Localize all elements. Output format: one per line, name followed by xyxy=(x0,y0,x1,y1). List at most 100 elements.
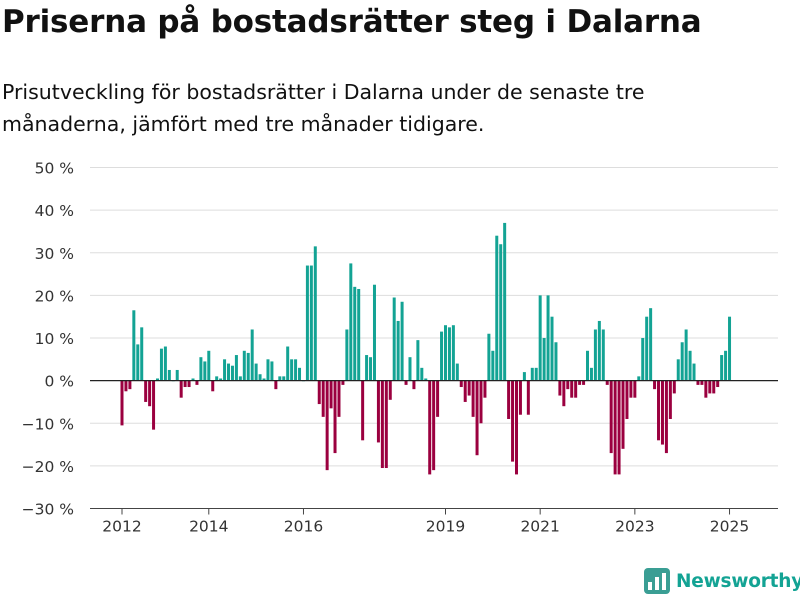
bar xyxy=(625,380,629,419)
bar xyxy=(589,367,593,381)
bar xyxy=(629,380,633,398)
bar xyxy=(309,265,313,381)
x-tick-label: 2012 xyxy=(102,518,141,536)
bar xyxy=(234,355,238,381)
bar xyxy=(459,380,463,388)
bar xyxy=(463,380,467,402)
x-tick-label: 2021 xyxy=(520,518,559,536)
bar xyxy=(191,378,195,381)
bar xyxy=(380,380,384,469)
bar xyxy=(526,380,530,415)
bar xyxy=(341,380,345,385)
bar xyxy=(455,363,459,381)
bar xyxy=(593,329,597,381)
bar xyxy=(660,380,664,445)
bar xyxy=(384,380,388,469)
bar xyxy=(688,350,692,381)
bar xyxy=(432,380,436,471)
bar xyxy=(388,380,392,400)
bar xyxy=(451,325,455,381)
bar xyxy=(436,380,440,417)
bar xyxy=(637,376,641,381)
bar xyxy=(215,376,219,381)
bar xyxy=(617,380,621,475)
bar xyxy=(586,350,590,381)
x-tick-label: 2014 xyxy=(189,518,228,536)
bar xyxy=(440,331,444,381)
bar xyxy=(223,359,227,381)
bar xyxy=(633,380,637,398)
bar xyxy=(392,297,396,381)
x-tick-label: 2016 xyxy=(284,518,323,536)
bar xyxy=(254,363,258,381)
bar xyxy=(542,338,546,381)
bar xyxy=(420,367,424,381)
bar xyxy=(317,380,321,405)
bar xyxy=(128,380,132,390)
bar xyxy=(503,222,507,381)
bar xyxy=(227,363,231,381)
bar xyxy=(720,355,724,381)
page-title: Priserna på bostadsrätter steg i Dalarna xyxy=(2,4,702,40)
bar xyxy=(250,329,254,381)
bar xyxy=(219,378,223,381)
bar-chart-logo-icon xyxy=(644,568,670,594)
bar xyxy=(195,380,199,385)
x-tick-label: 2019 xyxy=(426,518,465,536)
y-tick-label: −20 % xyxy=(22,458,74,476)
bar xyxy=(424,378,428,381)
bar xyxy=(357,288,361,381)
bar xyxy=(345,329,349,381)
y-tick-label: 40 % xyxy=(35,202,74,220)
bar xyxy=(175,369,179,381)
price-change-bar-chart: −30 % −20 % −10 % 0 % 10 % 20 % 30 % 40 % 50 % 20… xyxy=(22,160,778,536)
bar xyxy=(495,235,499,381)
bar xyxy=(700,380,704,385)
bar xyxy=(712,380,716,394)
bar xyxy=(199,357,203,381)
bar xyxy=(120,380,124,426)
bar xyxy=(230,365,234,381)
bar xyxy=(546,295,550,381)
bar xyxy=(605,380,609,385)
bar xyxy=(475,380,479,456)
y-tick-label: 50 % xyxy=(35,160,74,178)
bar xyxy=(443,325,447,381)
bar xyxy=(187,380,191,388)
bar xyxy=(621,380,625,449)
bar xyxy=(550,316,554,381)
bar xyxy=(361,380,365,441)
bar xyxy=(680,342,684,381)
bar xyxy=(684,329,688,381)
bar xyxy=(349,263,353,381)
bar xyxy=(471,380,475,417)
x-tick-label: 2023 xyxy=(615,518,654,536)
bar xyxy=(672,380,676,394)
bar xyxy=(554,342,558,381)
bar xyxy=(325,380,329,471)
bar xyxy=(566,380,570,390)
bar xyxy=(329,380,333,409)
bar xyxy=(515,380,518,475)
bar xyxy=(653,380,657,390)
bar xyxy=(574,380,578,398)
bar xyxy=(242,350,246,381)
bar xyxy=(668,380,672,419)
bar xyxy=(400,301,404,381)
bar xyxy=(692,363,696,381)
bar xyxy=(507,380,511,419)
bar xyxy=(132,310,136,381)
x-tick-label: 2025 xyxy=(710,518,749,536)
bar xyxy=(207,350,211,381)
bar xyxy=(676,359,680,381)
bar xyxy=(156,378,159,381)
bar xyxy=(298,367,302,381)
bar xyxy=(511,380,515,462)
bar xyxy=(278,376,282,381)
bar xyxy=(179,380,183,398)
brand-name: Newsworthy xyxy=(676,570,800,592)
bar xyxy=(522,372,526,381)
bar xyxy=(562,380,566,407)
bar xyxy=(601,329,605,381)
bar xyxy=(246,352,250,381)
